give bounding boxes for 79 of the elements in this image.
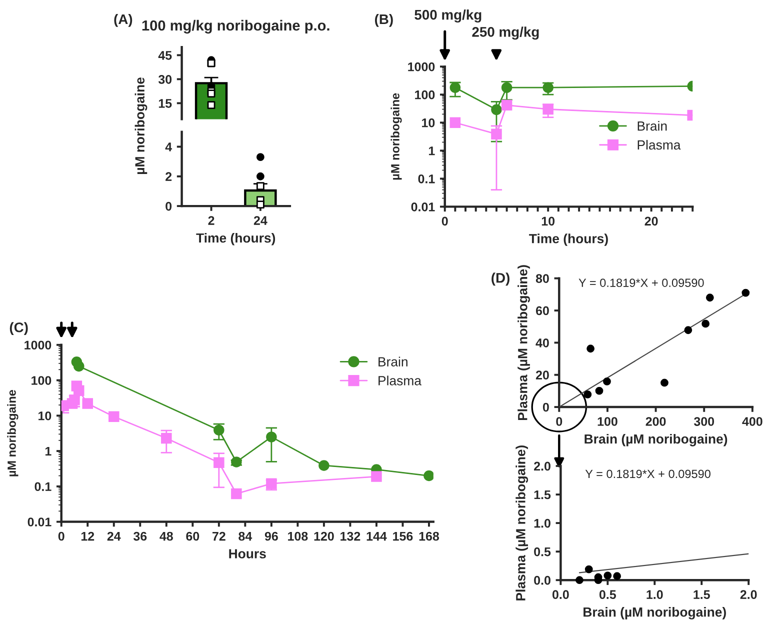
- y-tick-label: 0.01: [411, 202, 435, 212]
- y-tick-label: 1000: [24, 340, 52, 350]
- y-tick-label: 60: [536, 306, 549, 316]
- y-tick-label: 0.0: [534, 576, 550, 585]
- x-axis-title: Time (hours): [529, 234, 608, 246]
- y-tick-label: 0: [166, 202, 172, 211]
- x-tick-label: 24: [254, 216, 268, 225]
- x-tick-label: 300: [694, 417, 714, 426]
- x-tick-label: 60: [186, 532, 200, 541]
- x-tick-label: 168: [419, 532, 440, 541]
- y-tick-label: 100: [415, 90, 435, 100]
- y-tick-label: 100: [32, 376, 52, 385]
- legend-label: Brain: [378, 356, 408, 366]
- y-tick-label: 1000: [408, 62, 435, 72]
- x-axis-title: Time (hours): [196, 232, 276, 246]
- y-tick-label: 20: [536, 370, 549, 380]
- x-axis-title: Brain (µM noribogaine): [584, 607, 726, 620]
- text: (A): [114, 14, 132, 27]
- y-tick-label: 1.5: [534, 490, 551, 500]
- y-axis-title: Plasma (µM noribogaine): [518, 265, 530, 420]
- text: (D): [492, 272, 510, 286]
- x-tick-label: 84: [238, 532, 252, 541]
- y-axis-title: Plasma (µM noribogaine): [516, 445, 528, 600]
- x-tick-label: 132: [340, 532, 360, 541]
- annotation: Y = 0.1819*X + 0.09590: [585, 470, 710, 478]
- x-tick-label: 0.0: [552, 590, 569, 600]
- y-tick-label: 80: [536, 274, 549, 283]
- legend-label: Plasma: [638, 140, 681, 150]
- x-tick-label: 20: [644, 216, 658, 226]
- y-tick-label: 30: [158, 74, 172, 84]
- y-tick-label: 0.1: [34, 482, 52, 492]
- y-tick-label: 4: [165, 142, 172, 152]
- x-tick-label: 200: [646, 417, 666, 426]
- x-tick-label: 36: [133, 532, 147, 541]
- x-axis-title: Hours: [229, 549, 266, 558]
- x-tick-label: 1.5: [694, 590, 710, 600]
- y-axis-title: µM noribogaine: [134, 78, 148, 174]
- legend-label: Plasma: [378, 376, 422, 386]
- y-tick-label: 40: [536, 338, 549, 348]
- text: 250 mg/kg: [472, 26, 539, 40]
- x-tick-label: 0.5: [599, 590, 616, 600]
- x-tick-label: 100: [598, 417, 618, 426]
- y-tick-label: 1: [45, 446, 52, 456]
- x-tick-label: 72: [212, 532, 226, 541]
- y-tick-label: 1.0: [534, 518, 550, 528]
- x-tick-label: 96: [264, 532, 278, 541]
- y-tick-label: 45: [158, 51, 172, 60]
- y-tick-label: 10: [422, 118, 435, 128]
- x-tick-label: 0: [556, 417, 562, 426]
- x-tick-label: 108: [288, 532, 308, 541]
- x-tick-label: 1.0: [646, 590, 663, 600]
- x-tick-label: 12: [81, 532, 94, 541]
- text: (B): [374, 14, 393, 27]
- y-tick-label: 0.5: [534, 547, 551, 556]
- x-tick-label: 0: [442, 216, 448, 226]
- text: 500 mg/kg: [414, 10, 482, 23]
- y-tick-label: 2.0: [534, 462, 550, 471]
- x-tick-label: 2.0: [740, 590, 757, 600]
- annotation: Y = 0.1819*X + 0.09590: [578, 278, 704, 287]
- text: (C): [10, 322, 28, 336]
- y-tick-label: 0.01: [28, 518, 52, 526]
- chart-title: 100 mg/kg noribogaine p.o.: [142, 20, 330, 34]
- y-axis-title: µM noribogaine: [390, 93, 402, 180]
- y-tick-label: 15: [158, 99, 172, 108]
- x-tick-label: 120: [314, 532, 334, 541]
- x-tick-label: 156: [393, 532, 413, 541]
- x-tick-label: 400: [742, 417, 762, 426]
- x-tick-label: 0: [58, 532, 64, 541]
- legend-label: Brain: [638, 121, 667, 131]
- x-axis-title: Brain (µM noribogaine): [584, 434, 728, 446]
- x-tick-label: 2: [208, 216, 214, 225]
- y-tick-label: 1: [428, 146, 435, 156]
- y-axis-title: µM noribogaine: [7, 390, 18, 476]
- y-tick-label: 0: [542, 402, 549, 412]
- x-tick-label: 48: [160, 532, 173, 541]
- y-tick-label: 0.1: [418, 174, 435, 184]
- x-tick-label: 144: [366, 532, 387, 541]
- x-tick-label: 24: [107, 532, 121, 541]
- y-tick-label: 2: [166, 172, 172, 181]
